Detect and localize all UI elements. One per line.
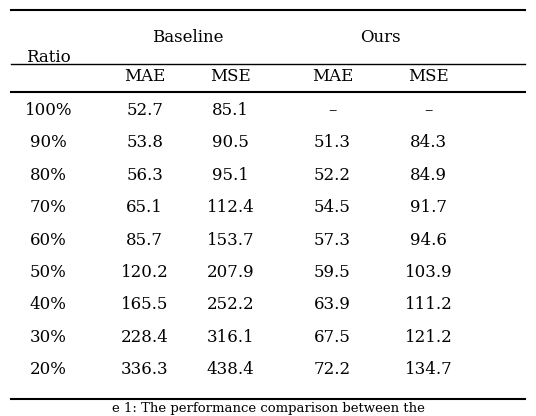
Text: 111.2: 111.2 (405, 297, 453, 313)
Text: 103.9: 103.9 (405, 264, 452, 281)
Text: 20%: 20% (30, 362, 66, 378)
Text: 63.9: 63.9 (314, 297, 351, 313)
Text: 51.3: 51.3 (314, 134, 351, 151)
Text: 60%: 60% (30, 232, 66, 248)
Text: 52.7: 52.7 (126, 102, 163, 119)
Text: 54.5: 54.5 (314, 199, 351, 216)
Text: 85.1: 85.1 (212, 102, 249, 119)
Text: 134.7: 134.7 (405, 362, 453, 378)
Text: 252.2: 252.2 (207, 297, 254, 313)
Text: 94.6: 94.6 (411, 232, 447, 248)
Text: 59.5: 59.5 (314, 264, 351, 281)
Text: 84.3: 84.3 (410, 134, 448, 151)
Text: 40%: 40% (30, 297, 66, 313)
Text: 207.9: 207.9 (207, 264, 254, 281)
Text: MAE: MAE (124, 69, 166, 85)
Text: 52.2: 52.2 (314, 167, 351, 183)
Text: MAE: MAE (311, 69, 353, 85)
Text: 120.2: 120.2 (121, 264, 169, 281)
Text: –: – (425, 102, 433, 119)
Text: 91.7: 91.7 (410, 199, 448, 216)
Text: 80%: 80% (30, 167, 66, 183)
Text: 316.1: 316.1 (207, 329, 254, 346)
Text: 100%: 100% (25, 102, 72, 119)
Text: Ratio: Ratio (26, 49, 71, 66)
Text: Baseline: Baseline (152, 29, 224, 46)
Text: 336.3: 336.3 (121, 362, 168, 378)
Text: –: – (328, 102, 337, 119)
Text: 90.5: 90.5 (212, 134, 249, 151)
Text: 50%: 50% (30, 264, 66, 281)
Text: 72.2: 72.2 (314, 362, 351, 378)
Text: 90%: 90% (30, 134, 66, 151)
Text: MSE: MSE (408, 69, 449, 85)
Text: 53.8: 53.8 (126, 134, 163, 151)
Text: 56.3: 56.3 (126, 167, 163, 183)
Text: 84.9: 84.9 (410, 167, 448, 183)
Text: 30%: 30% (30, 329, 66, 346)
Text: 95.1: 95.1 (212, 167, 249, 183)
Text: 70%: 70% (30, 199, 66, 216)
Text: 165.5: 165.5 (121, 297, 168, 313)
Text: e 1: The performance comparison between the: e 1: The performance comparison between … (111, 402, 425, 415)
Text: 65.1: 65.1 (126, 199, 163, 216)
Text: 121.2: 121.2 (405, 329, 453, 346)
Text: MSE: MSE (210, 69, 251, 85)
Text: 112.4: 112.4 (206, 199, 255, 216)
Text: 67.5: 67.5 (314, 329, 351, 346)
Text: 85.7: 85.7 (126, 232, 163, 248)
Text: 228.4: 228.4 (121, 329, 169, 346)
Text: 438.4: 438.4 (206, 362, 255, 378)
Text: 153.7: 153.7 (207, 232, 254, 248)
Text: Ours: Ours (360, 29, 401, 46)
Text: 57.3: 57.3 (314, 232, 351, 248)
